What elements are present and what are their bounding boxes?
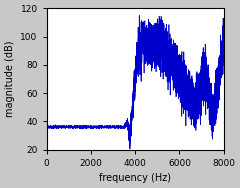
X-axis label: frequency (Hz): frequency (Hz) (99, 173, 171, 183)
Y-axis label: magnitude (dB): magnitude (dB) (5, 41, 15, 117)
